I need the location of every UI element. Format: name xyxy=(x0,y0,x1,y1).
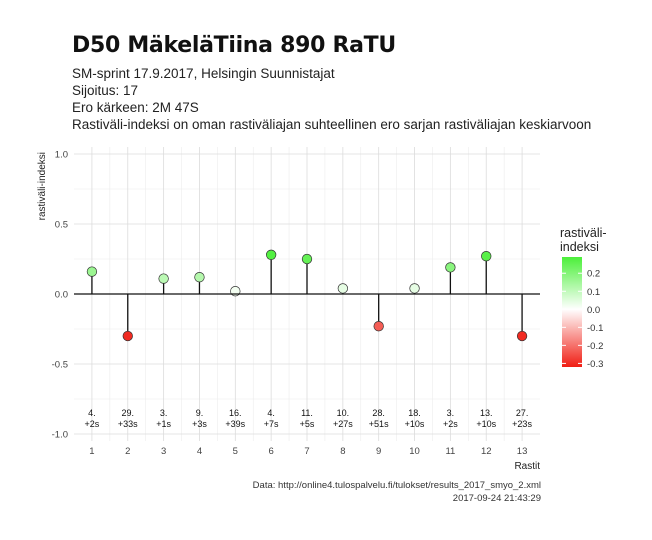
x-tick-label: 3 xyxy=(161,446,166,457)
data-point xyxy=(266,249,277,260)
point-label-rank: 4. xyxy=(88,408,96,418)
point-label-time: +23s xyxy=(512,419,532,429)
point-label-rank: 11. xyxy=(301,408,313,418)
x-tick-label: 6 xyxy=(269,446,274,457)
chart-caption: Data: http://online4.tulospalvelu.fi/tul… xyxy=(253,479,541,505)
caption-timestamp: 2017-09-24 21:43:29 xyxy=(452,493,541,504)
x-tick-label: 12 xyxy=(481,446,492,457)
point-label-time: +39s xyxy=(225,419,245,429)
data-point xyxy=(373,321,384,332)
y-tick-label: 1.0 xyxy=(55,150,68,161)
point-label-rank: 9. xyxy=(196,408,204,418)
legend-tick-label: -0.1 xyxy=(587,323,603,334)
chart-title: D50 MäkeläTiina 890 RaTU xyxy=(72,33,396,58)
point-label-rank: 16. xyxy=(229,408,242,418)
chart-subtitle: SM-sprint 17.9.2017, Helsingin Suunnista… xyxy=(72,65,591,133)
data-point xyxy=(301,253,313,265)
point-label-rank: 29. xyxy=(122,408,135,418)
point-label-rank: 18. xyxy=(408,408,421,418)
point-label-time: +10s xyxy=(476,419,496,429)
data-point xyxy=(86,266,98,277)
legend-colorbar xyxy=(562,257,582,367)
data-point xyxy=(409,283,420,294)
point-label-time: +7s xyxy=(264,419,279,429)
data-point xyxy=(445,262,456,273)
point-label-time: +2s xyxy=(85,419,100,429)
data-point xyxy=(194,272,205,283)
x-tick-label: 13 xyxy=(517,446,528,457)
data-point xyxy=(481,251,492,262)
point-label-rank: 13. xyxy=(480,408,493,418)
x-tick-label: 8 xyxy=(340,446,345,457)
x-tick-label: 2 xyxy=(125,446,130,457)
y-tick-label: -1.0 xyxy=(52,430,68,441)
caption-source: Data: http://online4.tulospalvelu.fi/tul… xyxy=(252,480,541,491)
y-tick-label: -0.5 xyxy=(52,360,68,371)
point-label-time: +2s xyxy=(443,419,458,429)
point-label-rank: 3. xyxy=(447,408,455,418)
point-label-time: +27s xyxy=(333,419,353,429)
x-tick-label: 4 xyxy=(197,446,202,457)
point-label-rank: 10. xyxy=(337,408,350,418)
data-point xyxy=(337,283,348,294)
point-label-rank: 3. xyxy=(160,408,168,418)
x-axis-label: Rastit xyxy=(514,461,540,472)
legend-title-line-1: rastiväli- xyxy=(560,226,607,240)
subtitle-line-competition: SM-sprint 17.9.2017, Helsingin Suunnista… xyxy=(72,66,335,81)
subtitle-line-placement: Sijoitus: 17 xyxy=(72,83,139,98)
point-label-time: +3s xyxy=(192,419,207,429)
chart-axes: 1.00.50.0-0.5-1.01 2 3 4 5 6 7 8 9 10 11 12 13Rastit… xyxy=(37,150,540,473)
x-tick-label: 11 xyxy=(445,446,455,457)
point-label-time: +1s xyxy=(156,419,171,429)
legend-tick-label: 0.0 xyxy=(587,305,600,316)
x-tick-label: 1 xyxy=(89,446,94,457)
point-label-time: +33s xyxy=(118,419,138,429)
point-label-time: +51s xyxy=(369,419,389,429)
legend-tick-label: 0.1 xyxy=(587,287,600,298)
chart-legend: rastiväli-indeksi 0.2 0.1 0.0 -0.1 -0.2 -0.3 xyxy=(560,226,607,370)
x-tick-label: 9 xyxy=(376,446,381,457)
y-axis-label: rastiväli-indeksi xyxy=(37,152,48,220)
subtitle-line-gap: Ero kärkeen: 2M 47S xyxy=(72,100,199,115)
point-label-rank: 28. xyxy=(372,408,385,418)
legend-title-line-2: indeksi xyxy=(560,240,599,254)
x-tick-label: 7 xyxy=(304,446,309,457)
point-label-time: +5s xyxy=(300,419,315,429)
legend-tick-label: 0.2 xyxy=(587,269,600,280)
data-point xyxy=(122,330,133,342)
point-label-time: +10s xyxy=(405,419,425,429)
x-tick-label: 5 xyxy=(233,446,238,457)
x-tick-label: 10 xyxy=(409,446,420,457)
chart-point-labels: 4.+2s29.+33s3.+1s9.+3s16.+39s4.+7s11.+5s… xyxy=(85,408,533,429)
legend-tick-label: -0.3 xyxy=(587,359,603,370)
chart-stems xyxy=(91,254,523,336)
point-label-rank: 27. xyxy=(516,408,529,418)
data-point xyxy=(158,273,169,284)
y-tick-label: 0.5 xyxy=(55,220,68,231)
point-label-rank: 4. xyxy=(267,408,275,418)
y-tick-label: 0.0 xyxy=(55,290,68,301)
legend-tick-label: -0.2 xyxy=(587,341,603,352)
subtitle-line-description: Rastiväli-indeksi on oman rastiväliajan … xyxy=(72,117,592,132)
data-point xyxy=(516,330,528,342)
